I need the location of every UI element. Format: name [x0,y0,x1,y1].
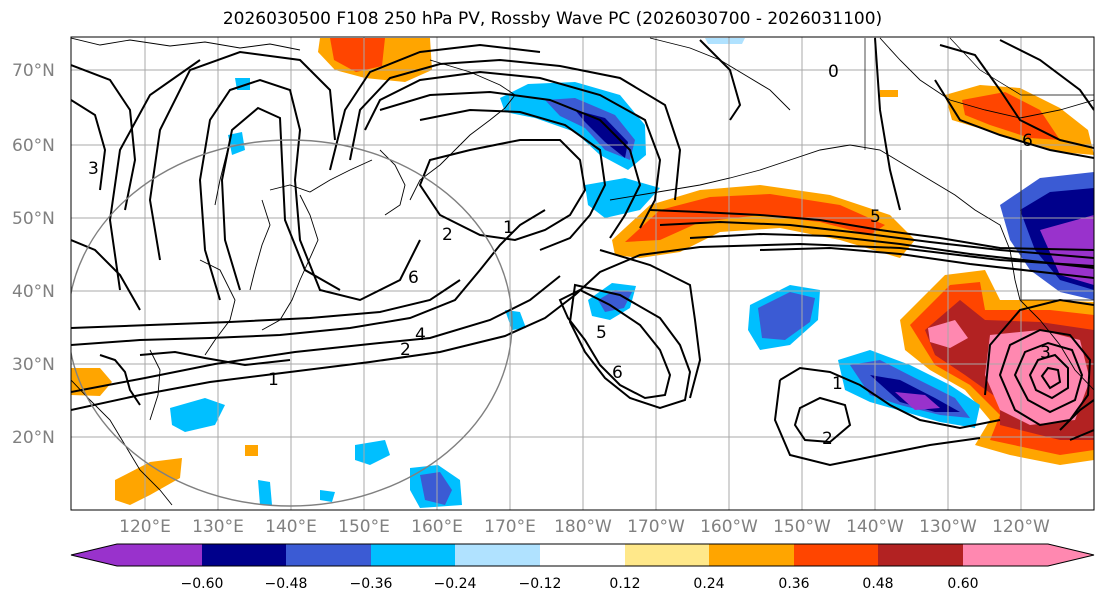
borders [864,37,1094,301]
anomaly-negative [705,38,745,44]
lon-label: 170°E [484,517,536,537]
anomaly-positive [880,90,898,97]
anomaly-positive [330,38,385,72]
colorbar-segment [117,544,202,566]
lat-label: 20°N [12,428,55,448]
colorbar-segment [286,544,371,566]
colorbar-segment [625,544,709,566]
anomaly-positive [115,458,182,505]
colorbar-tick-label: 0.60 [947,576,979,592]
colorbar-segment [963,544,1048,566]
contour-label: 2 [822,429,833,449]
lon-label: 140°W [846,517,904,537]
lat-label: 70°N [12,61,55,81]
colorbar-tick-label: 0.12 [609,576,641,592]
anomaly-positive [71,368,112,396]
colorbar-segment [371,544,455,566]
lat-label: 60°N [12,136,55,156]
lon-label: 170°W [627,517,685,537]
colorbar-tick-label: −0.48 [264,576,308,592]
contour-label: 1 [832,374,843,394]
reference-circle [71,139,513,507]
anomaly-negative [258,480,272,505]
anomaly-negative [170,398,225,432]
anomaly-positive [625,194,885,242]
map-frame [70,36,1095,511]
anomaly-negative [895,392,940,410]
colorbar-tick-label: 0.24 [693,576,725,592]
contour-label-group: 1 1 1 2 2 2 3 4 5 5 6 6 6 0 3 [88,62,1051,449]
colorbar-tick-label: −0.60 [180,576,224,592]
contour-label: 5 [596,323,607,343]
anomaly-negative [320,490,335,502]
colorbar-extend-low [71,544,117,566]
anomaly-negative [870,375,960,412]
colorbar-segment [794,544,878,566]
colorbar-tick-label: −0.24 [433,576,477,592]
colorbar-segment [709,544,794,566]
coastlines [71,37,1094,506]
contour-label: 2 [442,225,453,245]
lon-label: 160°W [700,517,758,537]
colorbar-outline [70,543,1095,567]
anomaly-negative [355,440,390,465]
contour-label: 3 [1040,343,1051,363]
lon-label: 120°W [992,517,1050,537]
lat-label: 30°N [12,355,55,375]
colorbar-segment [878,544,963,566]
colorbar-segment [455,544,540,566]
lat-label: 50°N [12,209,55,229]
lon-label: 130°W [919,517,977,537]
colorbar-tick-label: −0.36 [349,576,393,592]
lat-label: 40°N [12,282,55,302]
contour-label: 6 [612,363,623,383]
contour-label: 5 [870,207,881,227]
lon-label: 130°E [192,517,244,537]
lon-label: 150°W [773,517,831,537]
pv-contours [71,37,1094,467]
contour-label: 6 [408,268,419,288]
lon-label: 180°W [554,517,612,537]
colorbar-extend-high [1048,544,1094,566]
lon-label: 140°E [265,517,317,537]
lon-label: 120°E [119,517,171,537]
anomaly-positive [245,445,258,456]
map-title: 2026030500 F108 250 hPa PV, Rossby Wave … [222,9,883,29]
anomaly-negative [598,290,632,312]
contour-label: 0 [828,62,839,82]
lon-label: 160°E [411,517,463,537]
contour-label: 1 [268,370,279,390]
contour-label: 3 [88,159,99,179]
colorbar-tick-label: −0.12 [518,576,562,592]
anomaly-negative [228,132,245,155]
anomaly-negative [420,472,452,505]
anomaly-negative [575,110,628,158]
graticule [71,37,1094,510]
contour-label: 6 [1022,131,1033,151]
colorbar-segment [540,544,625,566]
colorbar [70,543,1095,567]
contour-label: 2 [400,340,411,360]
colorbar-tick-label: 0.36 [778,576,810,592]
contour-label: 1 [503,218,514,238]
colorbar-segment [202,544,286,566]
lon-label: 150°E [338,517,390,537]
contour-label: 4 [415,325,426,345]
anomaly-negative [758,292,815,340]
colorbar-tick-label: 0.48 [862,576,894,592]
